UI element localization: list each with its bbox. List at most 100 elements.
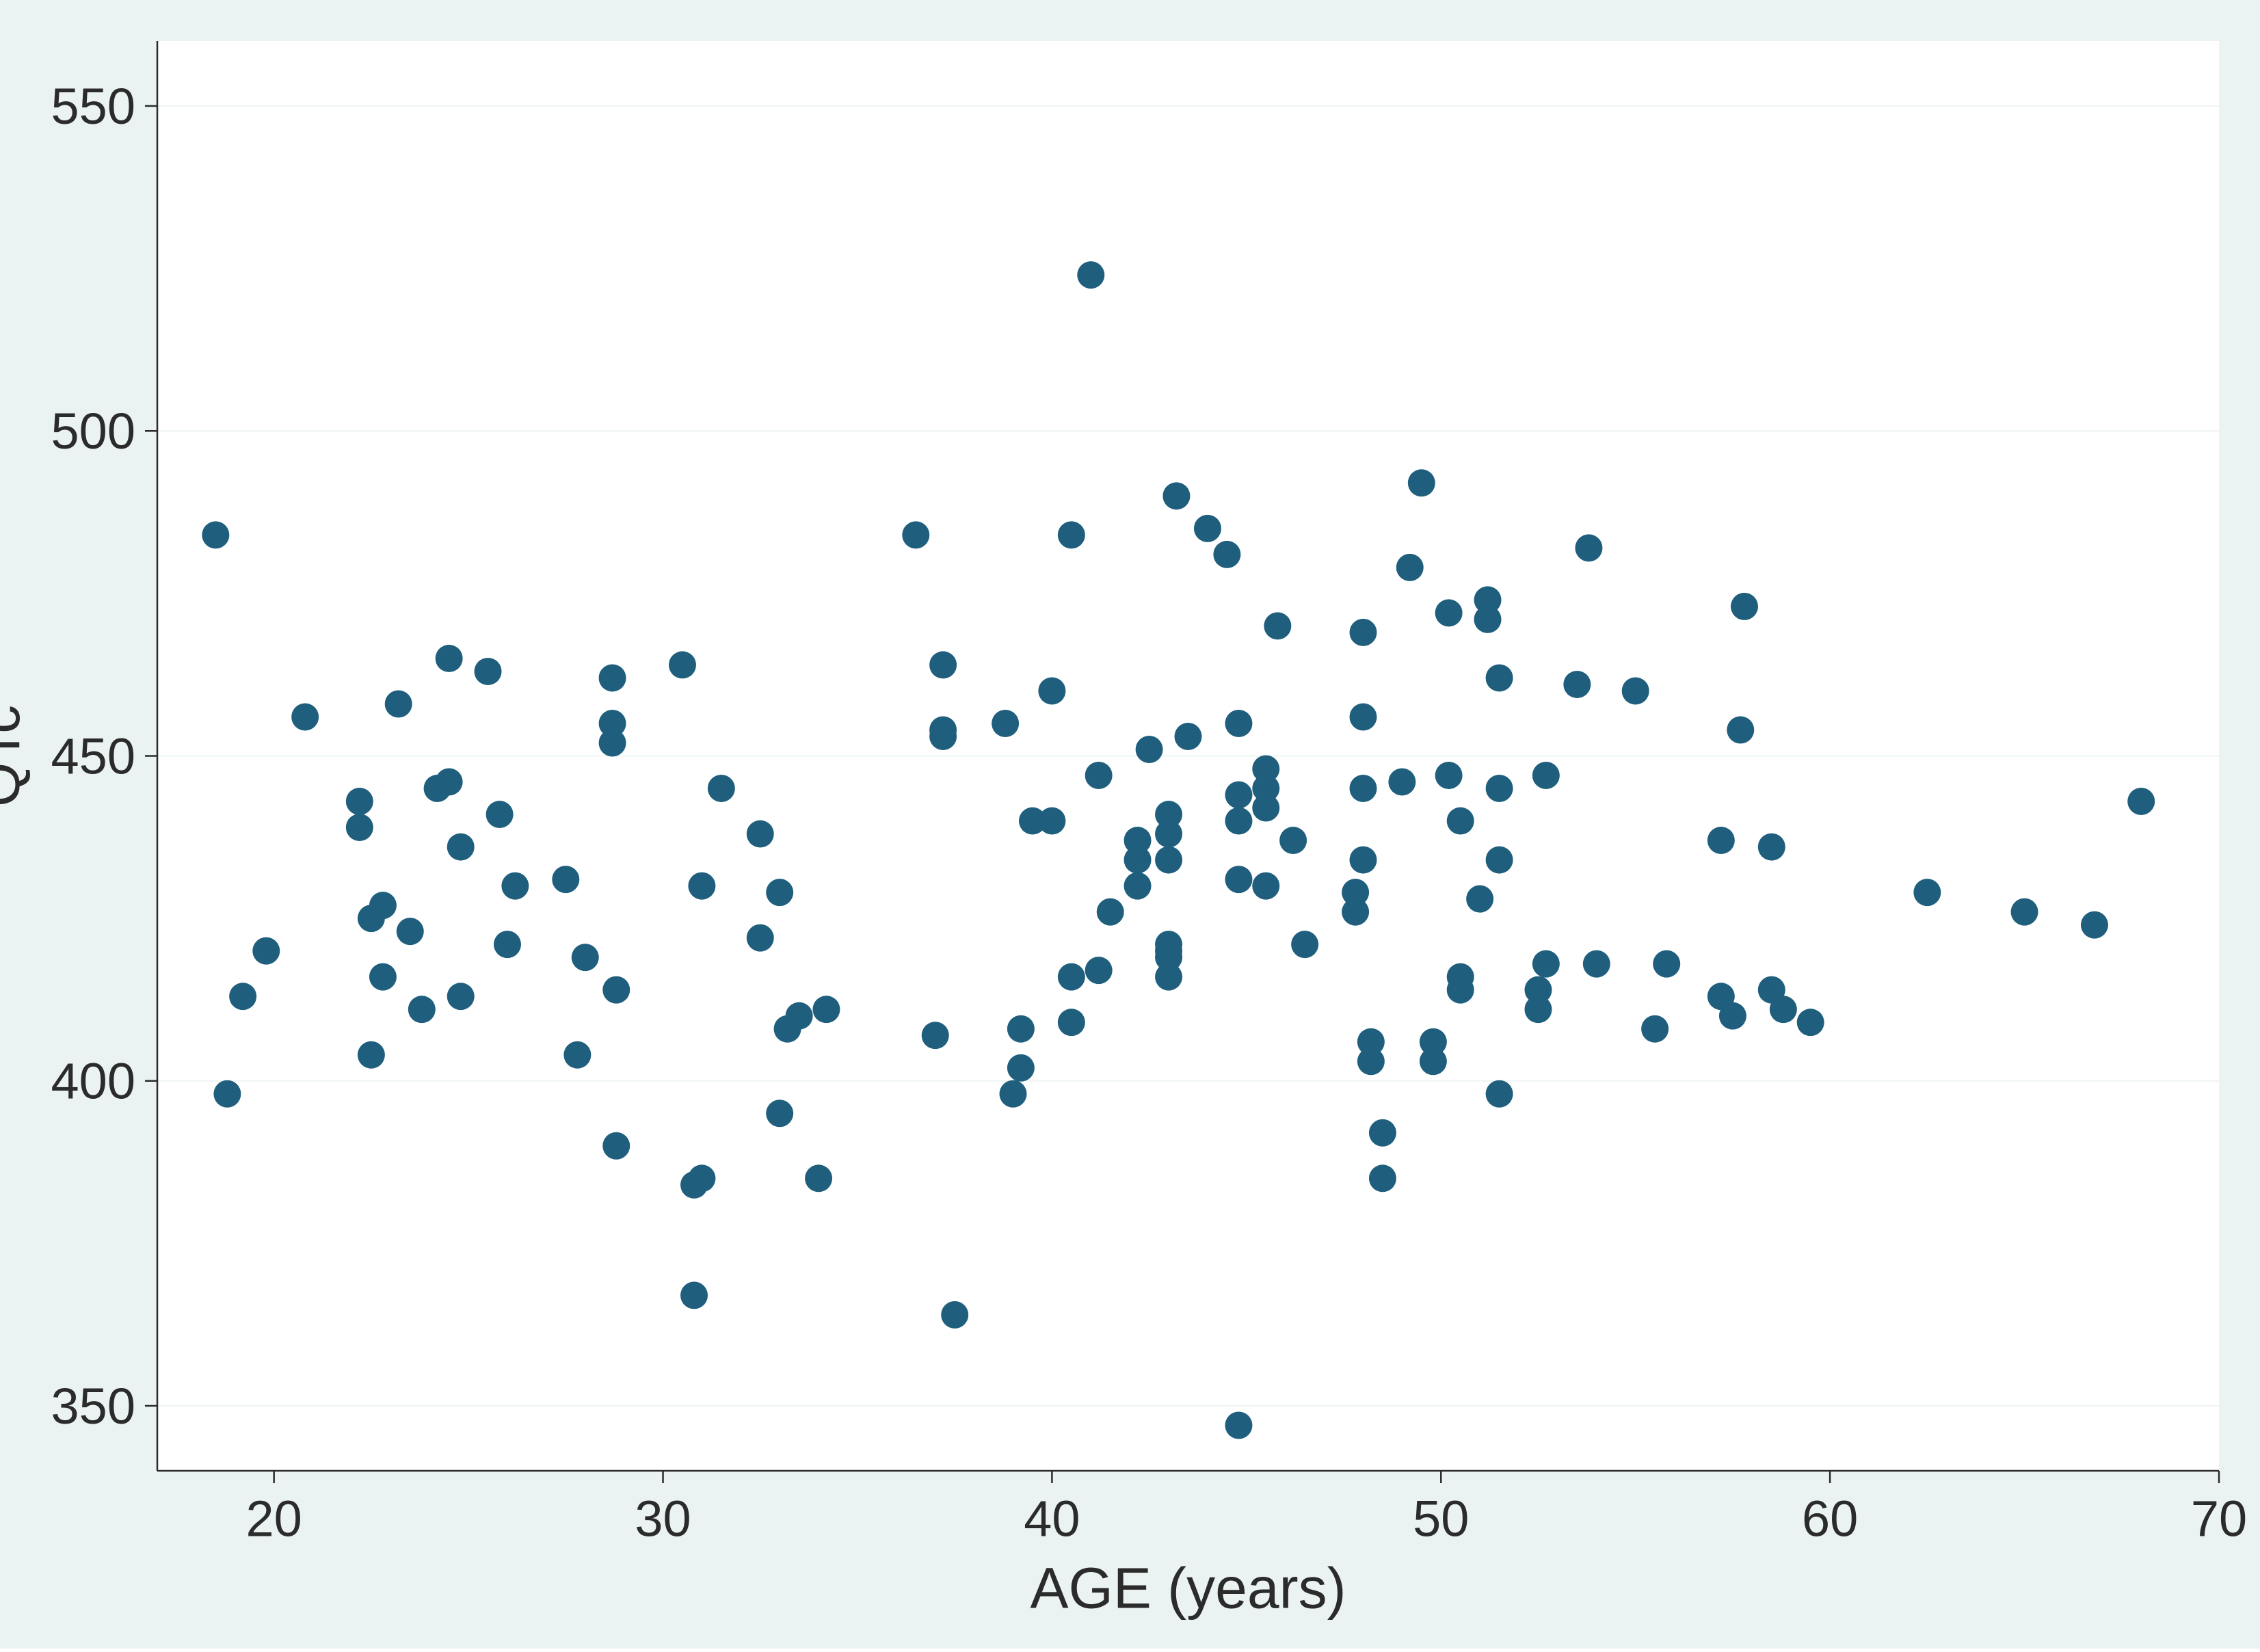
data-point	[358, 1041, 385, 1069]
data-point	[1225, 808, 1252, 835]
data-point	[1155, 847, 1182, 874]
y-tick-label: 350	[51, 1378, 135, 1435]
data-point	[1758, 834, 1785, 861]
data-point	[1175, 723, 1202, 750]
data-point	[1194, 515, 1221, 542]
data-point	[766, 879, 793, 906]
data-point	[1038, 677, 1065, 704]
data-point	[1653, 950, 1680, 978]
data-point	[1486, 775, 1513, 802]
x-tick-label: 20	[246, 1491, 302, 1547]
x-tick-label: 50	[1413, 1491, 1469, 1547]
y-tick-label: 450	[51, 728, 135, 784]
data-point	[447, 983, 475, 1010]
data-point	[786, 1002, 813, 1030]
data-point	[213, 1080, 241, 1108]
y-tick-label: 400	[51, 1053, 135, 1110]
data-point	[1162, 482, 1190, 509]
data-point	[1264, 612, 1291, 639]
data-point	[929, 716, 957, 743]
data-point	[436, 645, 463, 672]
data-point	[572, 944, 599, 971]
data-point	[812, 996, 840, 1023]
data-point	[1641, 1015, 1669, 1043]
data-point	[1913, 879, 1941, 906]
data-point	[1486, 664, 1513, 691]
data-point	[1349, 847, 1377, 874]
y-tick-label: 550	[51, 78, 135, 135]
data-point	[346, 814, 373, 841]
data-point	[1058, 1009, 1085, 1036]
x-tick-label: 40	[1024, 1491, 1080, 1547]
data-point	[602, 976, 630, 1004]
data-point	[688, 872, 715, 900]
data-point	[1058, 521, 1085, 548]
data-point	[1342, 879, 1369, 906]
data-point	[1155, 801, 1182, 828]
data-point	[1731, 593, 1758, 620]
data-point	[1770, 996, 1797, 1023]
data-point	[1000, 1080, 1027, 1108]
data-point	[1447, 976, 1474, 1004]
data-point	[1575, 534, 1602, 561]
data-point	[680, 1281, 708, 1309]
data-point	[552, 866, 579, 893]
data-point	[688, 1164, 715, 1192]
data-point	[1369, 1164, 1396, 1192]
data-point	[2081, 911, 2108, 939]
data-point	[1707, 827, 1735, 854]
data-point	[1486, 1080, 1513, 1108]
data-point	[1727, 716, 1754, 743]
data-point	[1474, 586, 1502, 613]
data-point	[669, 651, 696, 678]
data-point	[1155, 944, 1182, 971]
data-point	[1085, 957, 1113, 984]
x-tick-label: 30	[635, 1491, 691, 1547]
data-point	[1357, 1048, 1385, 1075]
data-point	[397, 918, 424, 945]
scatter-svg: 203040506070350400450500550AGE (years)QT…	[0, 0, 2260, 1649]
data-point	[1077, 261, 1104, 289]
y-tick-label: 500	[51, 403, 135, 459]
data-point	[563, 1041, 591, 1069]
data-point	[1622, 677, 1649, 704]
data-point	[708, 775, 735, 802]
data-point	[766, 1100, 793, 1127]
data-point	[1719, 1002, 1746, 1030]
data-point	[929, 651, 957, 678]
data-point	[1225, 782, 1252, 809]
data-point	[1225, 866, 1252, 893]
data-point	[1007, 1054, 1035, 1082]
data-point	[369, 892, 397, 919]
data-point	[2127, 788, 2155, 815]
data-point	[1349, 703, 1377, 730]
data-point	[1532, 762, 1560, 789]
data-point	[252, 937, 280, 965]
data-point	[1420, 1048, 1447, 1075]
data-point	[747, 924, 774, 952]
data-point	[992, 710, 1019, 737]
data-point	[1136, 736, 1163, 763]
data-point	[346, 788, 373, 815]
data-point	[1252, 756, 1279, 783]
data-point	[1058, 963, 1085, 991]
data-point	[599, 729, 626, 756]
data-point	[902, 521, 929, 548]
data-point	[599, 664, 626, 691]
x-tick-label: 60	[1802, 1491, 1858, 1547]
data-point	[1213, 541, 1240, 568]
data-point	[1524, 996, 1552, 1023]
scatter-chart: 203040506070350400450500550AGE (years)QT…	[0, 0, 2260, 1652]
data-point	[1124, 827, 1152, 854]
data-point	[1225, 710, 1252, 737]
data-point	[1038, 808, 1065, 835]
x-tick-label: 70	[2191, 1491, 2247, 1547]
data-point	[1349, 619, 1377, 646]
data-point	[922, 1022, 949, 1049]
data-point	[941, 1301, 968, 1329]
data-point	[1466, 885, 1493, 913]
data-point	[369, 963, 397, 991]
data-point	[1279, 827, 1307, 854]
data-point	[501, 872, 529, 900]
data-point	[436, 769, 463, 796]
